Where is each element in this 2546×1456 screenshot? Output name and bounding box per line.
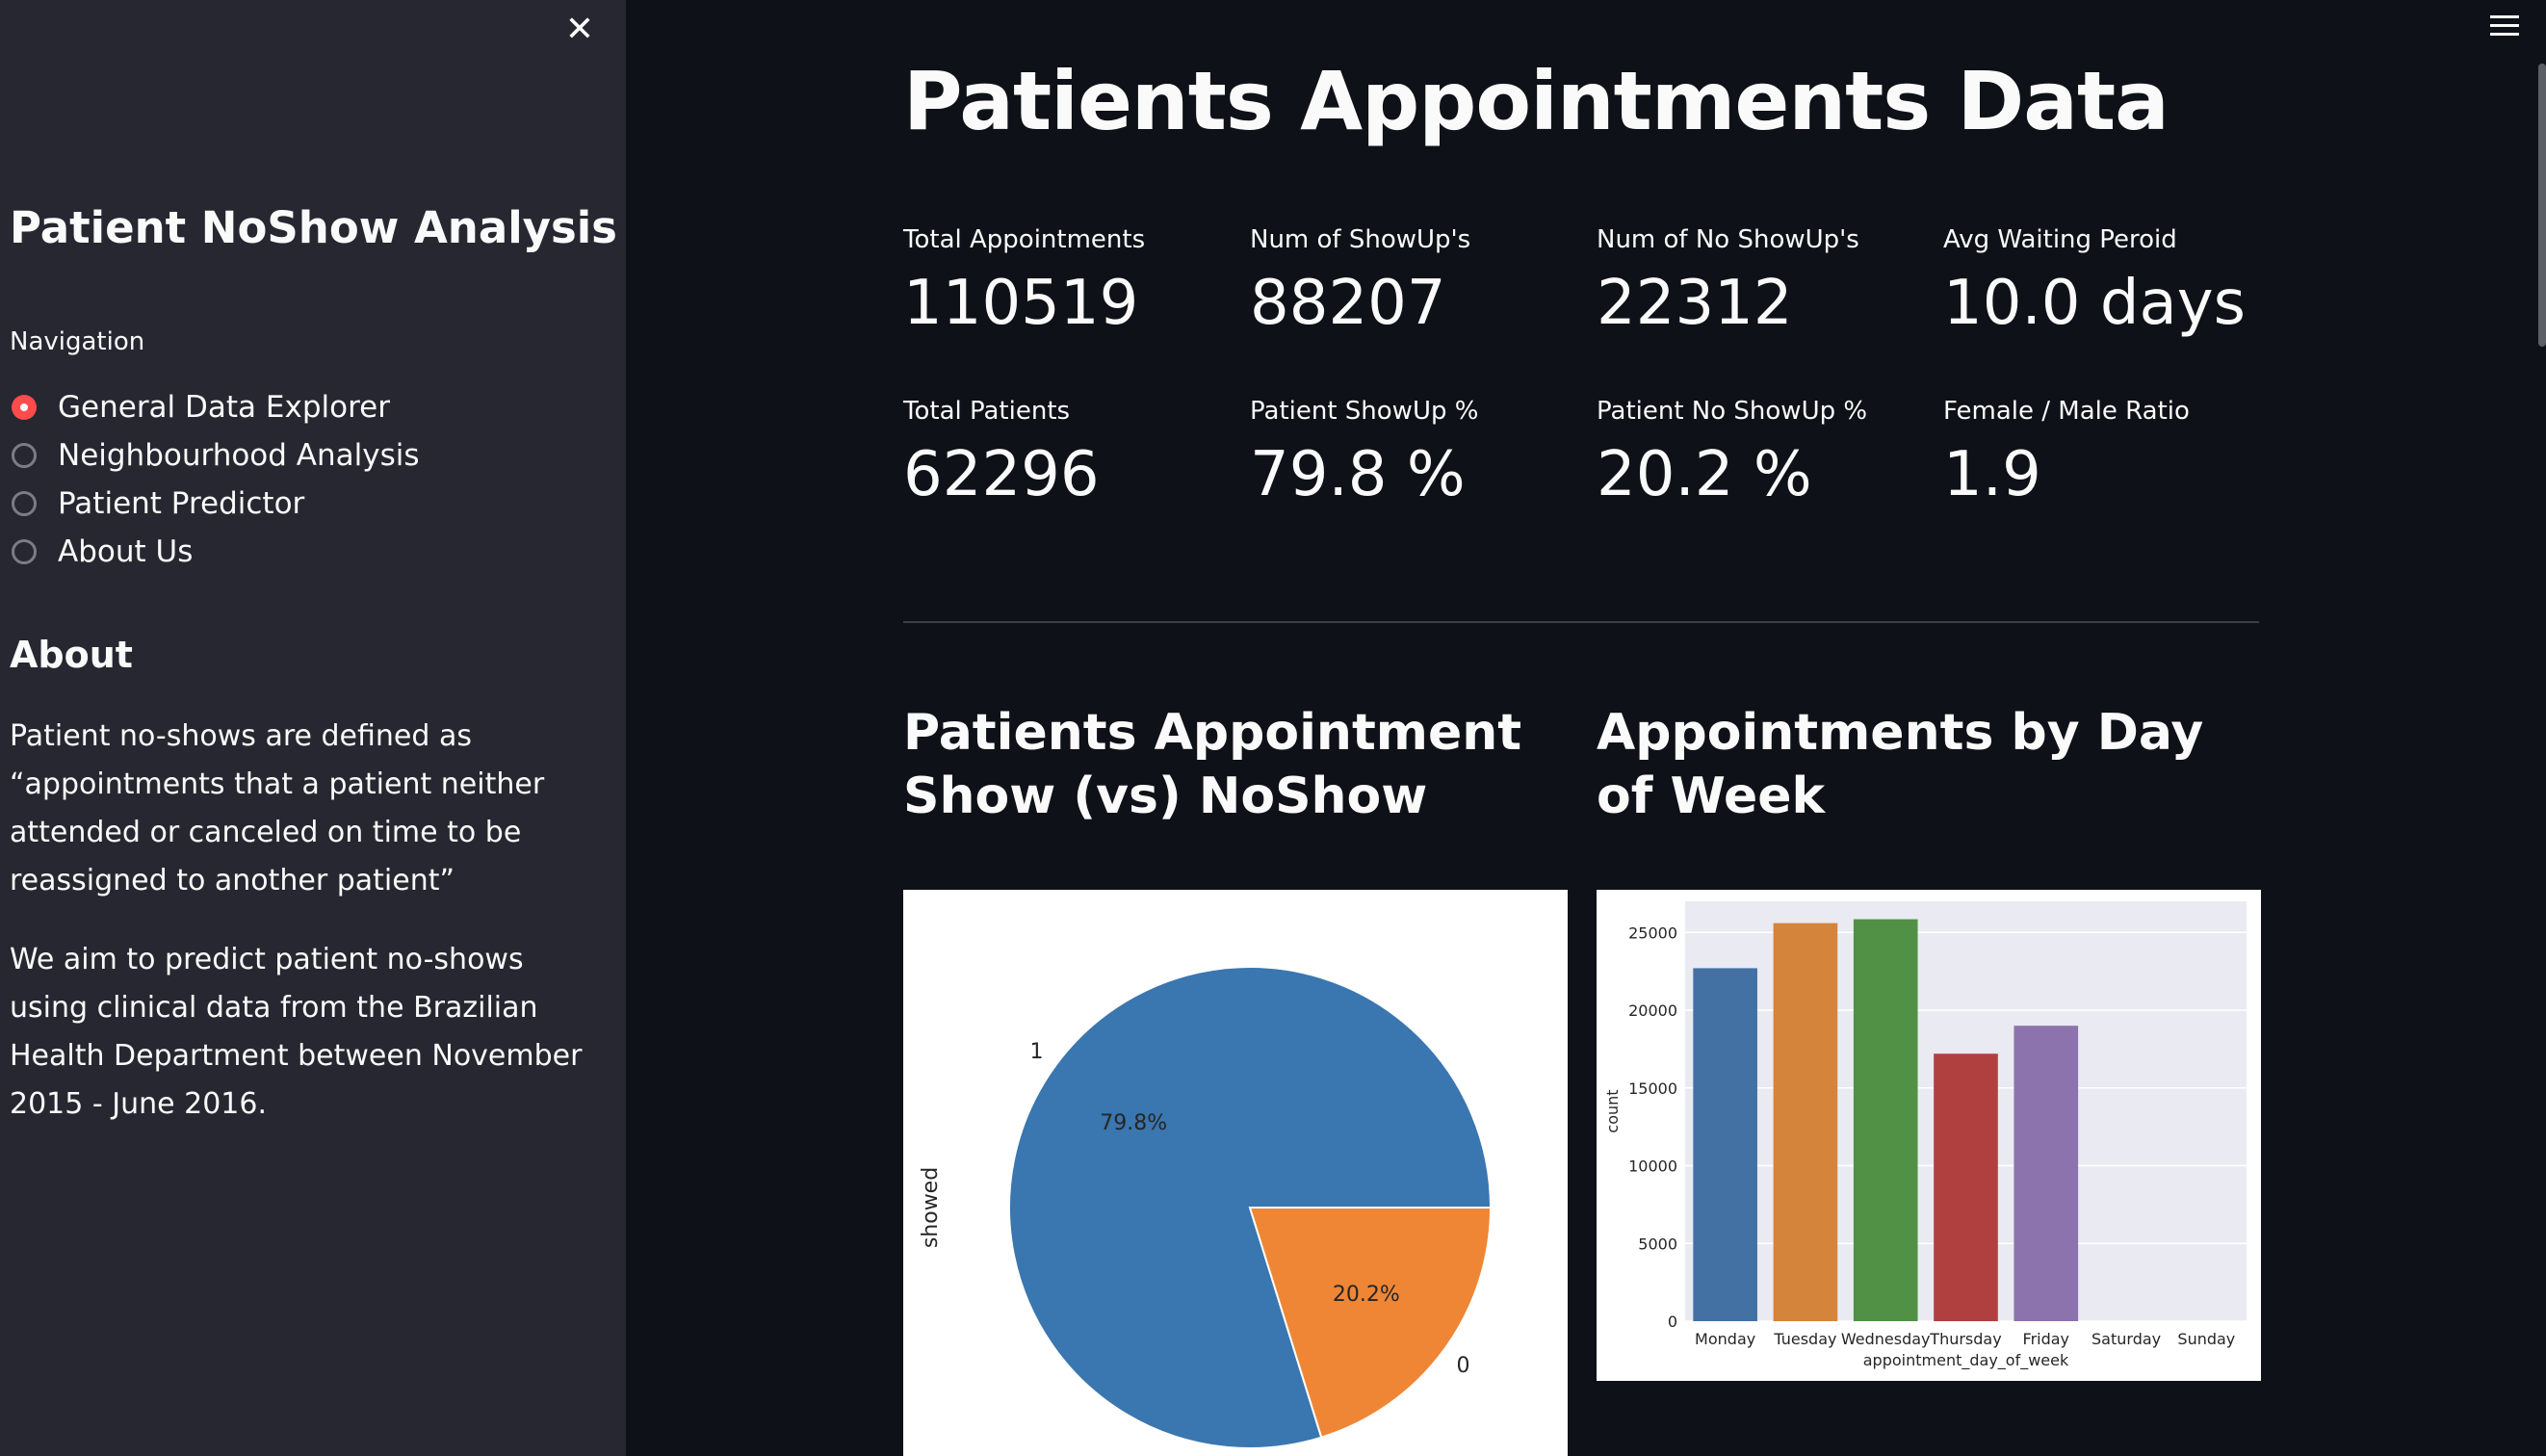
- metric-num-no-showups: Num of No ShowUp's 22312: [1597, 225, 1924, 339]
- bar-chart-container: 0 5000 10000 15000 20000 25000 Monday Tuesday We…: [1597, 890, 2261, 1381]
- bar-xtick-label: Wednesday: [1841, 1330, 1931, 1348]
- section-divider: [903, 621, 2259, 623]
- hamburger-menu-icon: [2490, 24, 2519, 27]
- metric-value: 20.2 %: [1597, 439, 1812, 510]
- about-paragraph-1: Patient no-shows are defined as “appoint…: [10, 719, 545, 897]
- metric-num-showups: Num of ShowUp's 88207: [1250, 225, 1577, 339]
- metric-label: Total Patients: [903, 397, 1071, 426]
- about-heading: About: [10, 634, 133, 676]
- bar-ytick-label: 25000: [1628, 923, 1677, 942]
- bar-ytick-label: 15000: [1628, 1079, 1677, 1098]
- bar-monday: [1693, 968, 1757, 1321]
- metric-value: 79.8 %: [1250, 439, 1466, 510]
- close-icon: ✕: [564, 9, 595, 49]
- metric-total-appointments: Total Appointments 110519: [903, 225, 1231, 339]
- bar-xtick-label: Saturday: [2091, 1330, 2161, 1348]
- metric-total-patients: Total Patients 62296: [903, 397, 1231, 510]
- bar-xlabel: appointment_day_of_week: [1863, 1351, 2069, 1370]
- bar-xtick-label: Monday: [1695, 1330, 1755, 1348]
- close-sidebar-button[interactable]: ✕: [557, 6, 603, 52]
- hamburger-menu-icon: [2490, 15, 2519, 18]
- pie-category-label: 1: [1030, 1040, 1044, 1064]
- page-title: Patients Appointments Data: [903, 54, 2169, 148]
- bar-xtick-label: Tuesday: [1773, 1330, 1836, 1348]
- pie-ylabel: showed: [919, 1167, 943, 1248]
- pie-chart-title: Patients Appointment Show (vs) NoShow: [903, 704, 1522, 825]
- nav-item-label: Neighbourhood Analysis: [58, 438, 420, 473]
- radio-unselected-icon[interactable]: [12, 491, 37, 516]
- bar-ylabel: count: [1603, 1089, 1622, 1132]
- radio-selected-icon[interactable]: [12, 395, 37, 420]
- bar-wednesday: [1853, 919, 1918, 1321]
- metric-avg-waiting-period: Avg Waiting Peroid 10.0 days: [1943, 225, 2271, 339]
- main-menu-button[interactable]: [2484, 6, 2525, 46]
- metric-value: 110519: [903, 268, 1139, 339]
- metric-female-male-ratio: Female / Male Ratio 1.9: [1943, 397, 2271, 510]
- pie-chart-container: 79.8% 1 20.2% 0 showed: [903, 890, 1568, 1456]
- metric-value: 62296: [903, 439, 1100, 510]
- metric-value: 22312: [1597, 268, 1793, 339]
- bar-ytick-label: 20000: [1628, 1001, 1677, 1020]
- nav-item-label: General Data Explorer: [58, 390, 390, 425]
- sidebar: ✕ Patient NoShow Analysis Navigation Gen…: [0, 0, 626, 1456]
- nav-neighbourhood-analysis[interactable]: Neighbourhood Analysis: [12, 431, 420, 480]
- bar-friday: [2013, 1026, 2079, 1321]
- metric-label: Female / Male Ratio: [1943, 397, 2190, 426]
- pie-slice-0: [1248, 1207, 1493, 1439]
- nav-item-label: Patient Predictor: [58, 486, 305, 521]
- navigation-label: Navigation: [10, 327, 145, 356]
- metric-label: Patient ShowUp %: [1250, 397, 1479, 426]
- bar-thursday: [1934, 1053, 1998, 1321]
- navigation-radio-group: General Data Explorer Neighbourhood Anal…: [12, 383, 420, 576]
- radio-unselected-icon[interactable]: [12, 539, 37, 564]
- bar-chart-title: Appointments by Day of Week: [1597, 704, 2204, 825]
- metric-value: 10.0 days: [1943, 268, 2246, 339]
- scrollbar-thumb[interactable]: [2538, 64, 2546, 347]
- nav-about-us[interactable]: About Us: [12, 528, 420, 576]
- metric-label: Avg Waiting Peroid: [1943, 225, 2177, 254]
- pie-category-label: 0: [1456, 1354, 1469, 1378]
- bar-xtick-label: Friday: [2023, 1330, 2070, 1348]
- nav-general-data-explorer[interactable]: General Data Explorer: [12, 383, 420, 431]
- metric-showup-percent: Patient ShowUp % 79.8 %: [1250, 397, 1577, 510]
- nav-patient-predictor[interactable]: Patient Predictor: [12, 480, 420, 528]
- metric-no-showup-percent: Patient No ShowUp % 20.2 %: [1597, 397, 1924, 510]
- bar-xtick-label: Thursday: [1929, 1330, 2001, 1348]
- metric-value: 1.9: [1943, 439, 2041, 510]
- bar-ytick-label: 5000: [1638, 1235, 1677, 1253]
- pie-chart: 79.8% 1 20.2% 0 showed: [919, 966, 1493, 1449]
- radio-unselected-icon[interactable]: [12, 443, 37, 468]
- hamburger-menu-icon: [2490, 33, 2519, 36]
- metric-label: Num of ShowUp's: [1250, 225, 1471, 254]
- sidebar-title: Patient NoShow Analysis: [10, 202, 617, 253]
- pie-pct-label: 20.2%: [1333, 1283, 1400, 1307]
- bar-ytick-label: 0: [1668, 1313, 1677, 1331]
- bar-xtick-label: Sunday: [2177, 1330, 2235, 1348]
- about-paragraph-2: We aim to predict patient no-shows using…: [10, 943, 583, 1121]
- nav-item-label: About Us: [58, 534, 194, 569]
- metric-label: Patient No ShowUp %: [1597, 397, 1868, 426]
- metric-label: Num of No ShowUp's: [1597, 225, 1859, 254]
- bar-tuesday: [1773, 923, 1838, 1321]
- metric-label: Total Appointments: [903, 225, 1146, 254]
- bar-ytick-label: 10000: [1628, 1157, 1677, 1176]
- pie-pct-label: 79.8%: [1100, 1111, 1167, 1135]
- metric-value: 88207: [1250, 268, 1446, 339]
- bar-chart: 0 5000 10000 15000 20000 25000 Monday Tuesday We…: [1603, 901, 2247, 1370]
